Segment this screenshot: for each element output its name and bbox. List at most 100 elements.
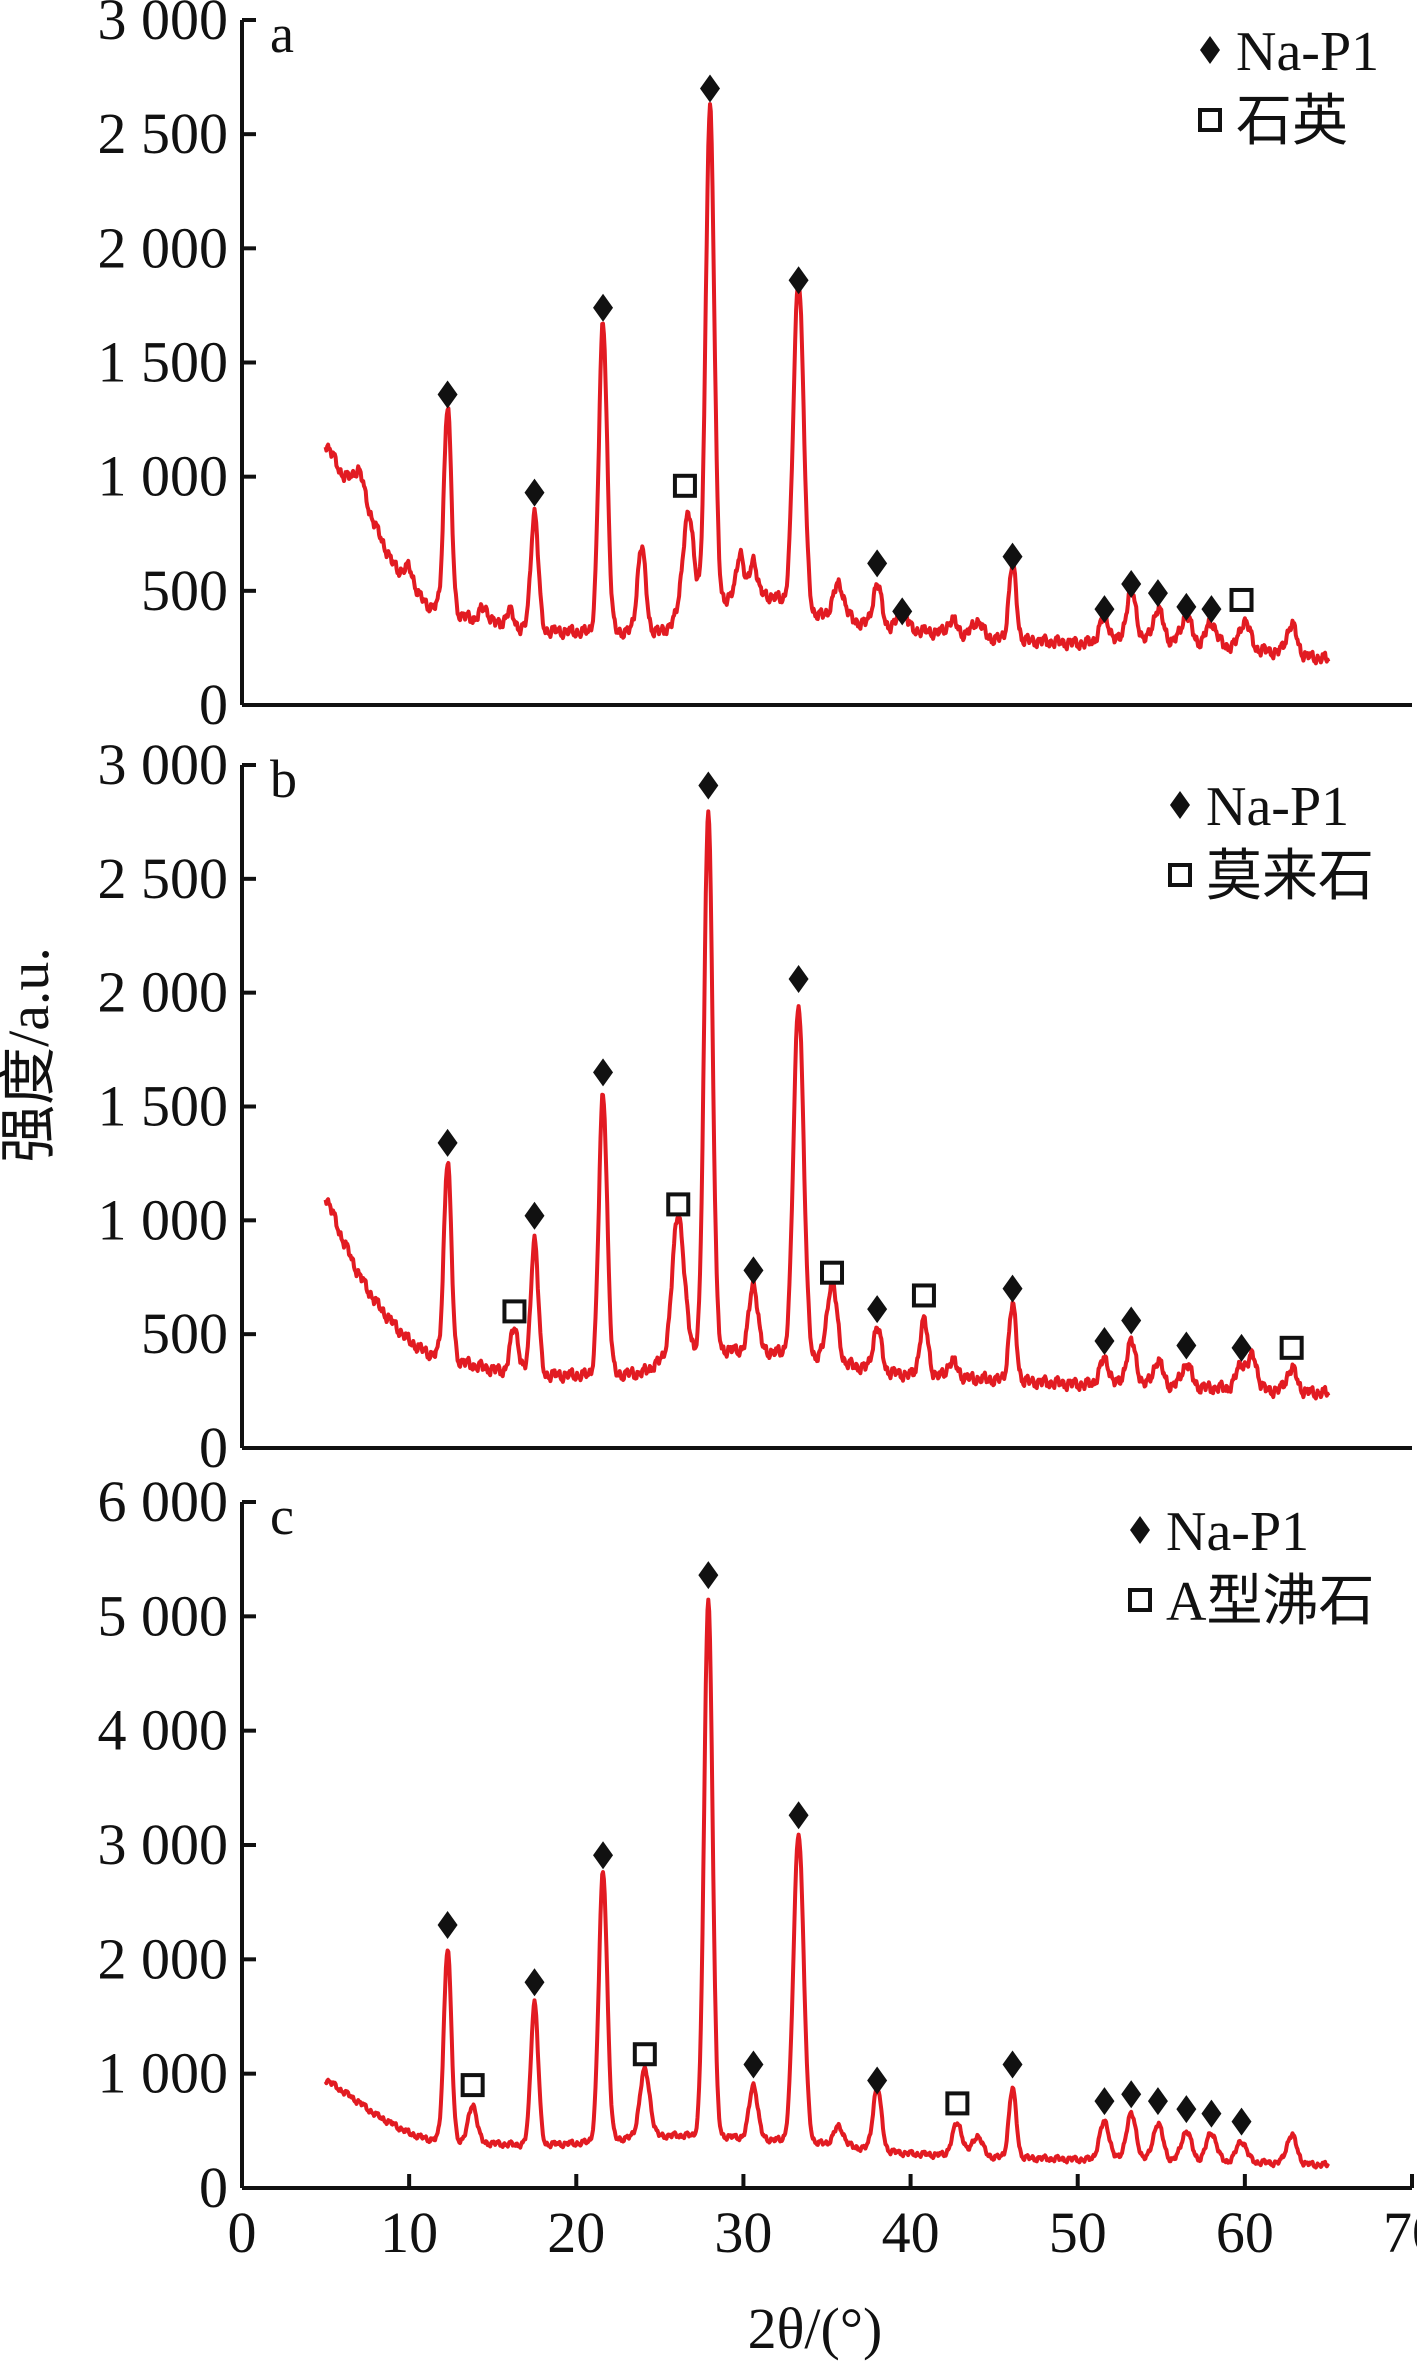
phase-marker [911, 1283, 936, 1308]
legend-diamond-icon [1200, 36, 1220, 64]
phase-marker [1279, 1335, 1304, 1360]
y-tick-label: 4 000 [98, 1698, 229, 1763]
x-tick-label: 70 [1383, 2200, 1417, 2265]
legend-label: Na-P1 [1166, 1501, 1309, 1563]
y-tick-label: 0 [199, 2155, 228, 2220]
xrd-trace-c [323, 1597, 1331, 2170]
phase-marker [460, 2073, 485, 2098]
y-tick-label: 2 500 [98, 101, 229, 166]
na-p1-marker [524, 1201, 545, 1230]
panel-b: 0 500 1 000 1 500 2 000 2 500 3 000 b Na-P1 莫来石 [98, 732, 1412, 1480]
na-p1-marker [1121, 1306, 1142, 1335]
legend-square-icon [1168, 863, 1192, 887]
na-p1-marker [788, 1801, 809, 1830]
panel-letter: a [270, 4, 294, 64]
x-tick-label: 10 [380, 2200, 438, 2265]
na-p1-marker [788, 965, 809, 994]
x-tick-label: 40 [882, 2200, 940, 2265]
legend-label: Na-P1 [1206, 776, 1349, 838]
y-tick-label: 2 000 [98, 960, 229, 1025]
x-tick-label: 50 [1049, 2200, 1107, 2265]
y-tick-label: 1 500 [98, 1074, 229, 1139]
na-p1-marker [437, 1911, 458, 1940]
legend-a: Na-P1 石英 [1198, 21, 1379, 153]
na-p1-marker [1147, 579, 1168, 608]
na-p1-marker [524, 1968, 545, 1997]
na-p1-marker [593, 1841, 614, 1870]
y-tick-label: 500 [141, 558, 228, 623]
panel-letter: c [270, 1486, 294, 1546]
na-p1-marker [1002, 2050, 1023, 2079]
phase-marker [666, 1192, 691, 1217]
panel-a: 0 500 1 000 1 500 2 000 2 500 3 000 a Na-P1 石英 [98, 0, 1412, 737]
na-p1-marker [1094, 595, 1115, 624]
x-tick-labels: 0 10 20 30 40 50 60 70 [228, 2174, 1417, 2265]
y-tick-label: 5 000 [98, 1583, 229, 1648]
legend-square-icon [1128, 1588, 1152, 1612]
y-axis-title: 强度/a.u. [0, 947, 61, 1163]
phase-marker [502, 1299, 527, 1324]
x-tick-label: 0 [228, 2200, 257, 2265]
x-tick-label: 20 [547, 2200, 605, 2265]
na-p1-marker [867, 549, 888, 578]
na-p1-marker [1176, 2095, 1197, 2124]
na-p1-marker [593, 1058, 614, 1087]
na-p1-marker [437, 1128, 458, 1157]
na-p1-marker [892, 597, 913, 626]
na-p1-marker [698, 1561, 719, 1590]
na-p1-marker [867, 2066, 888, 2095]
y-tick-label: 1 000 [98, 1187, 229, 1252]
na-p1-marker [1121, 2080, 1142, 2109]
y-tick-label: 500 [141, 1301, 228, 1366]
phase-marker [672, 473, 697, 498]
y-tick-label: 3 000 [98, 0, 229, 52]
na-p1-marker [698, 771, 719, 800]
na-p1-marker [1094, 1326, 1115, 1355]
na-p1-marker [743, 1256, 764, 1285]
y-tick-label: 2 000 [98, 215, 229, 280]
panel-c: 0 1 000 2 000 3 000 4 000 5 000 6 000 c Na-P1 A型沸… [98, 1469, 1412, 2220]
na-p1-marker [700, 74, 720, 103]
phase-marker [820, 1260, 845, 1285]
xrd-trace-a [323, 102, 1331, 666]
y-tick-label: 2 000 [98, 1926, 229, 1991]
na-p1-marker [1231, 1333, 1252, 1362]
y-tick-label: 1 000 [98, 2041, 229, 2106]
chart-panels: 0 500 1 000 1 500 2 000 2 500 3 000 a Na-P1 石英 0 50… [98, 0, 1412, 2220]
na-p1-marker [1147, 2087, 1168, 2116]
phase-marker [632, 2042, 657, 2067]
legend-label: 石英 [1236, 91, 1348, 153]
legend-c: Na-P1 A型沸石 [1128, 1501, 1374, 1633]
panel-letter: b [270, 749, 297, 809]
phase-marker [945, 2091, 970, 2116]
x-tick-label: 60 [1216, 2200, 1274, 2265]
y-tick-label: 0 [199, 672, 228, 737]
na-p1-marker [743, 2050, 764, 2079]
y-tick-label: 0 [199, 1415, 228, 1480]
na-p1-marker [1176, 1331, 1197, 1360]
na-p1-marker [1231, 2107, 1252, 2136]
y-tick-label: 1 000 [98, 444, 229, 509]
na-p1-marker [1201, 595, 1222, 624]
legend-label: 莫来石 [1206, 846, 1374, 908]
x-axis-title: 2θ/(°) [748, 2296, 883, 2361]
legend-diamond-icon [1130, 1516, 1150, 1544]
na-p1-marker [1094, 2087, 1115, 2116]
y-tick-label: 3 000 [98, 732, 229, 797]
na-p1-marker [593, 293, 614, 322]
na-p1-marker [1002, 1274, 1023, 1303]
legend-diamond-icon [1170, 791, 1190, 819]
na-p1-marker [524, 478, 545, 507]
x-tick-label: 30 [714, 2200, 772, 2265]
na-p1-marker [1201, 2099, 1222, 2128]
legend-b: Na-P1 莫来石 [1168, 776, 1374, 908]
legend-label: A型沸石 [1166, 1571, 1374, 1633]
xrd-trace-b [323, 809, 1331, 1401]
na-p1-marker [437, 380, 458, 409]
y-tick-label: 6 000 [98, 1469, 229, 1534]
y-tick-label: 1 500 [98, 330, 229, 395]
phase-marker [1229, 587, 1254, 612]
legend-square-icon [1198, 108, 1222, 132]
na-p1-marker [1176, 592, 1197, 621]
